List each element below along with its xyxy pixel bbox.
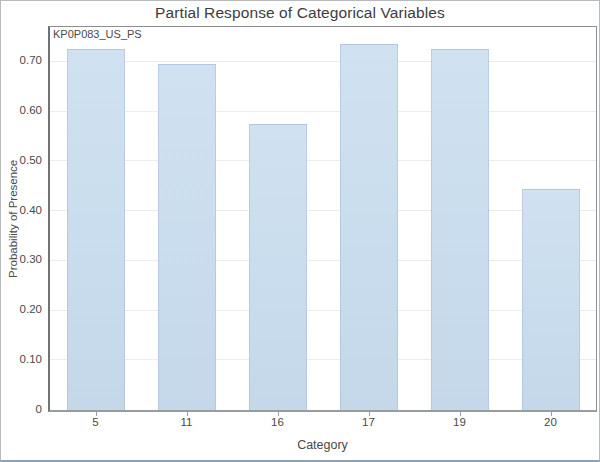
y-tick-label: 0.70 — [20, 54, 42, 66]
gridline — [50, 210, 596, 211]
y-tick-label: 0 — [36, 403, 42, 415]
x-tick-label: 16 — [232, 416, 323, 428]
x-tick-label: 5 — [50, 416, 141, 428]
gridline — [50, 61, 596, 62]
variable-label: KP0P083_US_PS — [53, 28, 142, 40]
y-tick-label: 0.20 — [20, 303, 42, 315]
y-tick-label: 0.60 — [20, 104, 42, 116]
y-tick-label: 0.30 — [20, 253, 42, 265]
bar-category-16[interactable] — [249, 124, 307, 410]
y-tick-label: 0.40 — [20, 204, 42, 216]
bar-category-19[interactable] — [431, 49, 489, 410]
bar-category-5[interactable] — [67, 49, 125, 410]
y-tick-label: 0.50 — [20, 154, 42, 166]
chart-title: Partial Response of Categorical Variable… — [1, 4, 599, 22]
y-axis-tick-labels: 0 0.10 0.20 0.30 0.40 0.50 0.60 0.70 — [1, 26, 45, 412]
x-tick-label: 17 — [323, 416, 414, 428]
x-tick-label: 19 — [414, 416, 505, 428]
x-tick-label: 11 — [141, 416, 232, 428]
bar-category-17[interactable] — [340, 44, 398, 410]
chart-window: Partial Response of Categorical Variable… — [0, 0, 600, 462]
gridline — [50, 310, 596, 311]
y-tick-label: 0.10 — [20, 353, 42, 365]
gridline — [50, 160, 596, 161]
x-axis-title: Category — [48, 438, 597, 452]
gridline — [50, 111, 596, 112]
bar-category-11[interactable] — [158, 64, 216, 410]
plot-area: KP0P083_US_PS — [48, 26, 597, 412]
gridline — [50, 260, 596, 261]
x-axis-tick-labels: 51116171920 — [50, 416, 596, 431]
gridline — [50, 359, 596, 360]
bar-category-20[interactable] — [522, 189, 580, 410]
x-tick-label: 20 — [505, 416, 596, 428]
